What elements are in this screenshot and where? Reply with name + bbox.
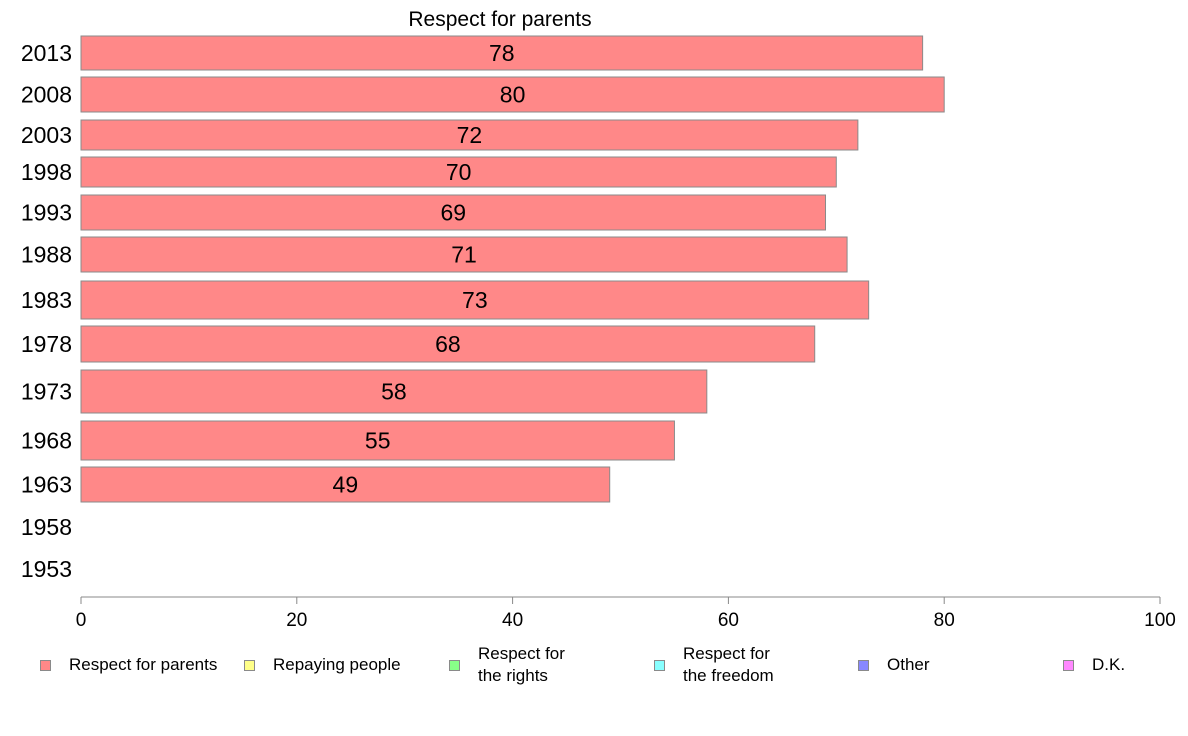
category-label: 1968 [21,428,72,454]
x-tick-label: 80 [934,610,955,631]
bar [80,76,945,113]
legend-swatch [654,659,665,671]
legend-item-dk: D.K. [1063,640,1125,690]
bar [80,236,848,273]
legend-label: Repaying people [273,655,401,674]
bar-value-label: 73 [462,287,488,313]
category-label: 1963 [21,472,72,498]
bar-value-label: 72 [457,122,483,148]
bar [80,466,611,503]
bar-value-label: 49 [333,472,359,498]
legend-label: Respect for parents [69,655,218,674]
bar [80,119,859,151]
bar [80,325,816,363]
x-tick-label: 40 [502,610,523,631]
category-label: 1993 [21,200,72,226]
legend-item-repaying-people: Repaying people [244,640,401,690]
category-label: 1978 [21,331,72,357]
category-label: 2008 [21,82,72,108]
x-axis: 0 20 40 60 80 100 [76,596,1176,631]
category-label: 1998 [21,159,72,185]
category-label: 1988 [21,242,72,268]
legend-item-respect-freedom: Respect for the freedom [654,640,774,690]
bar [80,280,870,320]
legend: Respect for parents Repaying people Resp… [0,640,1188,700]
legend-label: Respect for the rights [478,644,565,685]
bar [80,420,675,461]
bar [80,369,708,414]
category-label: 1973 [21,379,72,405]
chart-title: Respect for parents [408,8,591,31]
category-labels: 2013 2008 2003 1998 1993 1988 1983 1978 1973 1968… [21,40,72,582]
bar [80,35,924,71]
bar-value-label: 78 [489,40,515,66]
x-tick-label: 0 [76,610,87,631]
bar-value-label: 71 [451,242,477,268]
bar-value-label: 80 [500,82,526,108]
legend-label: Respect for the freedom [683,644,774,685]
category-label: 1953 [21,556,72,582]
bar-value-label: 58 [381,379,407,405]
legend-swatch [1063,659,1074,671]
legend-item-other: Other [858,640,930,690]
category-label: 2003 [21,122,72,148]
legend-swatch [40,659,51,671]
bar-value-label: 55 [365,428,391,454]
bar-value-label: 70 [446,159,472,185]
x-tick-label: 100 [1144,610,1176,631]
legend-swatch [244,659,255,671]
legend-item-respect-rights: Respect for the rights [449,640,565,690]
x-tick-label: 60 [718,610,739,631]
category-label: 1958 [21,514,72,540]
legend-label: Other [887,655,930,674]
bar [80,194,827,231]
legend-label: D.K. [1092,655,1126,674]
bar-value-label: 69 [440,200,466,226]
legend-item-respect-parents: Respect for parents [40,640,217,690]
x-tick-label: 20 [286,610,307,631]
legend-swatch [858,659,869,671]
category-label: 1983 [21,287,72,313]
bar-value-label: 68 [435,331,461,357]
bar [80,156,837,188]
legend-swatch [449,659,460,671]
category-label: 2013 [21,40,72,66]
